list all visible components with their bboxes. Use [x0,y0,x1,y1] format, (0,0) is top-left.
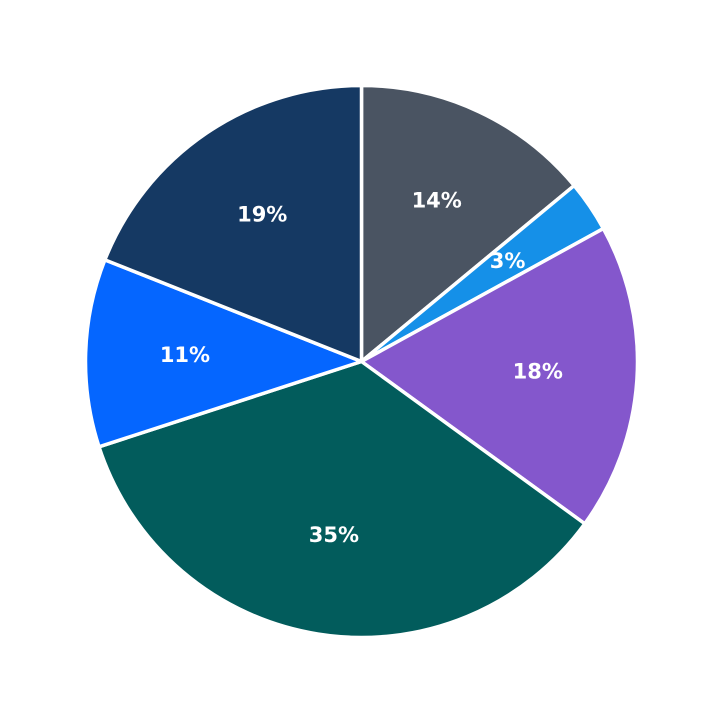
pie-labels: 14% 3% 18% 35% 11% 19% [160,189,563,547]
slice-label-3: 18% [513,360,563,384]
pie-slice-4 [97,359,587,640]
slice-label-2: 3% [490,249,526,273]
slice-label-1: 14% [412,189,462,213]
pie-slice-3 [359,226,640,526]
slice-label-4: 35% [309,523,359,547]
pie-slice-1 [359,83,576,364]
slice-label-5: 11% [160,343,210,367]
slice-label-6: 19% [237,202,287,226]
pie-slice-5 [83,258,364,449]
pie-slices [83,83,640,640]
pie-slice-6 [103,83,364,364]
